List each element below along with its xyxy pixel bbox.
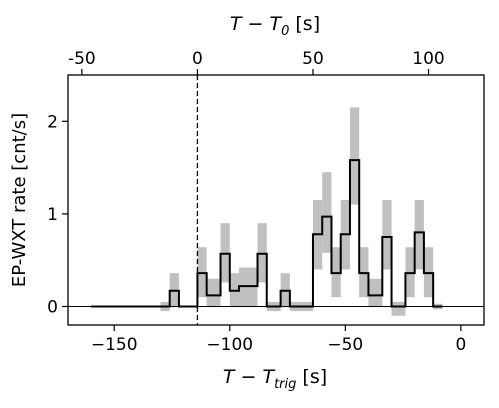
y-tick-label: 1 [47, 205, 58, 225]
y-ticks: 0 1 2 [47, 112, 68, 317]
error-band-14 [322, 172, 332, 253]
top-x-axis-label: T − T0 [s] [230, 13, 320, 39]
error-band-19 [368, 278, 383, 307]
top-tick-label: 100 [412, 49, 444, 69]
error-band-21 [391, 301, 406, 316]
x-tick-label: −150 [91, 335, 138, 355]
x-tick-label: −50 [327, 335, 363, 355]
bottom-x-ticks: −150 −100 −50 0 [91, 325, 466, 355]
error-band-17 [349, 107, 360, 205]
error-bands [160, 107, 443, 316]
error-band-5 [206, 278, 221, 307]
top-tick-label: -50 [68, 49, 96, 69]
plot-frame [67, 74, 485, 326]
y-axis-label: EP-WXT rate [cnt/s] [9, 113, 30, 287]
step-series-group [91, 159, 443, 308]
top-x-ticks: -50 0 50 100 [68, 49, 445, 75]
top-tick-label: 50 [302, 49, 324, 69]
x-tick-label: −100 [206, 335, 253, 355]
step-series-line [91, 159, 443, 308]
error-band-20 [382, 200, 392, 270]
x-axis-label: T − Ttrig [s] [223, 366, 327, 392]
x-tick-label: 0 [455, 335, 466, 355]
y-tick-label: 2 [47, 112, 58, 132]
y-tick-label: 0 [47, 297, 58, 317]
error-band-23 [414, 200, 424, 270]
top-tick-label: 0 [192, 49, 203, 69]
